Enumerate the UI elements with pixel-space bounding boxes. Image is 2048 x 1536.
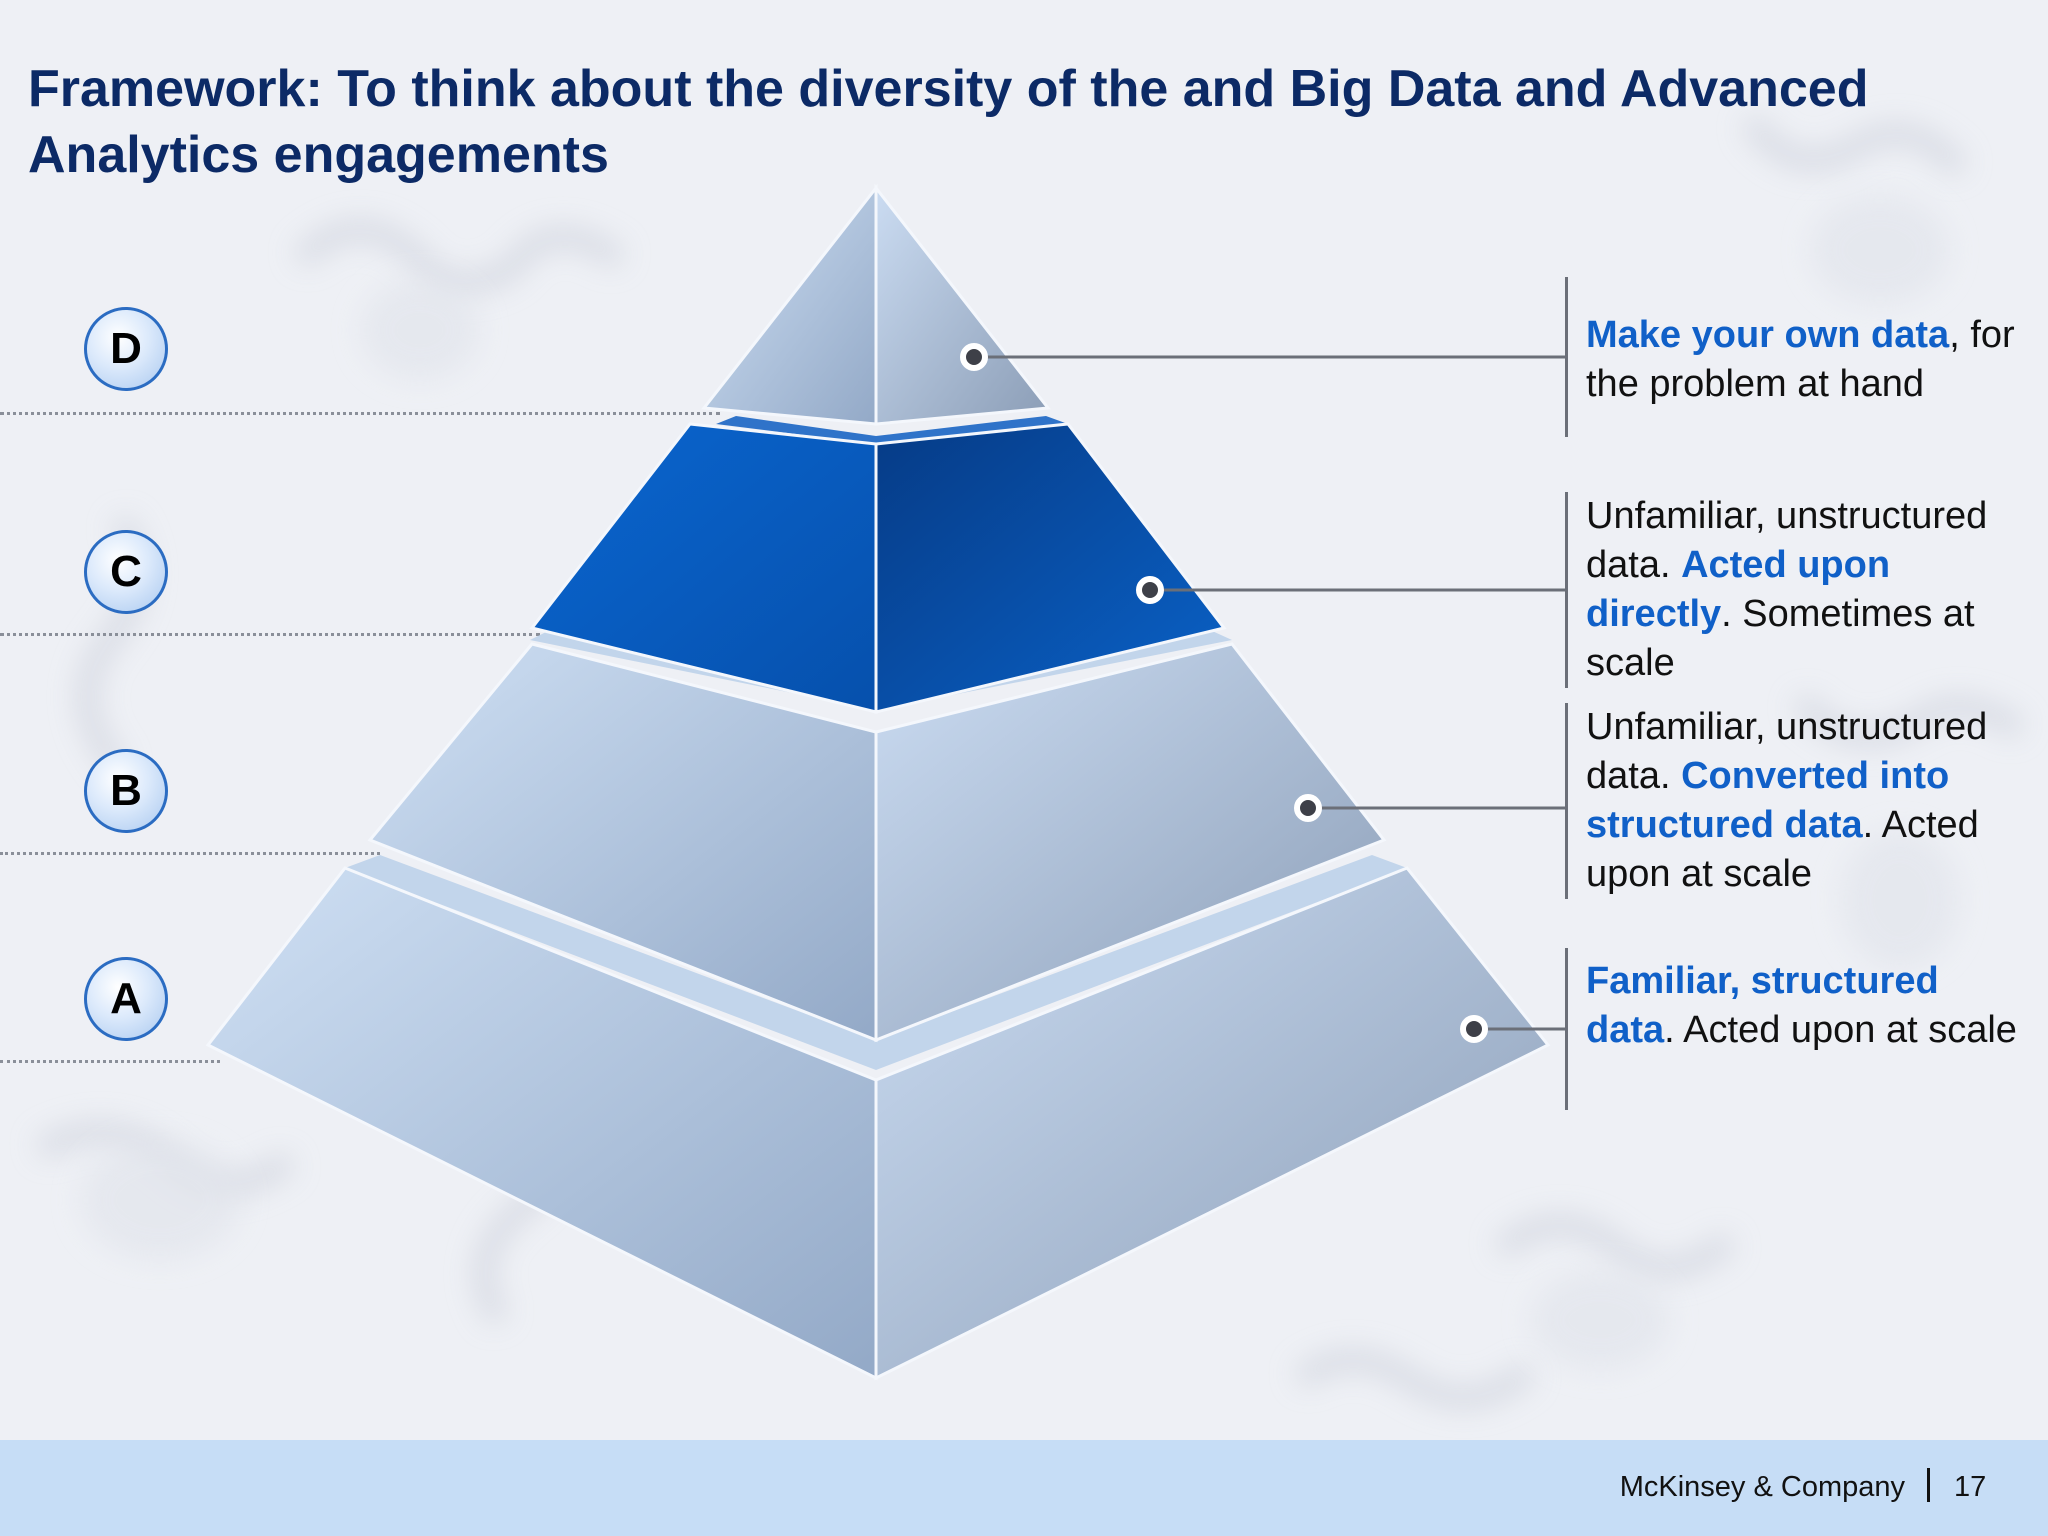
- level-badge-c: C: [84, 530, 168, 614]
- slide-title: Framework: To think about the diversity …: [28, 60, 1869, 184]
- bracket-a: [1565, 948, 1568, 1110]
- level-badge-b: B: [84, 749, 168, 833]
- pyramid-tier-b: [367, 630, 1387, 1043]
- level-a-description: Familiar, structured data. Acted upon at…: [1586, 960, 2017, 1051]
- level-c-highlight: Acted upon directly: [1586, 544, 1891, 635]
- connector-dot-c: [1136, 576, 1164, 604]
- level-b-highlight: Converted into structured data: [1586, 755, 1950, 846]
- level-divider-a: [0, 1060, 220, 1063]
- level-b-description: Unfamiliar, unstructured data. Converted…: [1586, 706, 1988, 895]
- bracket-d: [1565, 277, 1568, 437]
- connector-dot-b: [1294, 794, 1322, 822]
- level-d-highlight: Make your own data: [1586, 314, 1950, 356]
- level-badge-d: D: [84, 307, 168, 391]
- level-divider-c: [0, 633, 540, 636]
- bracket-b: [1565, 703, 1568, 899]
- footer-company: McKinsey & Company: [1619, 1471, 1905, 1503]
- pyramid-tier-c: [529, 416, 1227, 714]
- level-a-highlight: Familiar, structured data: [1586, 960, 1939, 1051]
- bracket-c: [1565, 492, 1568, 688]
- footer-band: [0, 1440, 2048, 1536]
- pyramid-tier-d: [701, 183, 1051, 426]
- level-badge-a: A: [84, 957, 168, 1041]
- connector-dot-d: [960, 343, 988, 371]
- level-divider-b: [0, 852, 380, 855]
- connector-dot-a: [1460, 1015, 1488, 1043]
- level-d-description: Make your own data, for the problem at h…: [1586, 314, 2015, 405]
- level-divider-d: [0, 412, 720, 415]
- pyramid-tier-a: [205, 855, 1551, 1381]
- footer-page-number: 17: [1954, 1471, 1987, 1503]
- pyramid-diagram: [205, 183, 1565, 1381]
- level-c-description: Unfamiliar, unstructured data. Acted upo…: [1586, 495, 1988, 684]
- footer-separator: [1927, 1468, 1930, 1502]
